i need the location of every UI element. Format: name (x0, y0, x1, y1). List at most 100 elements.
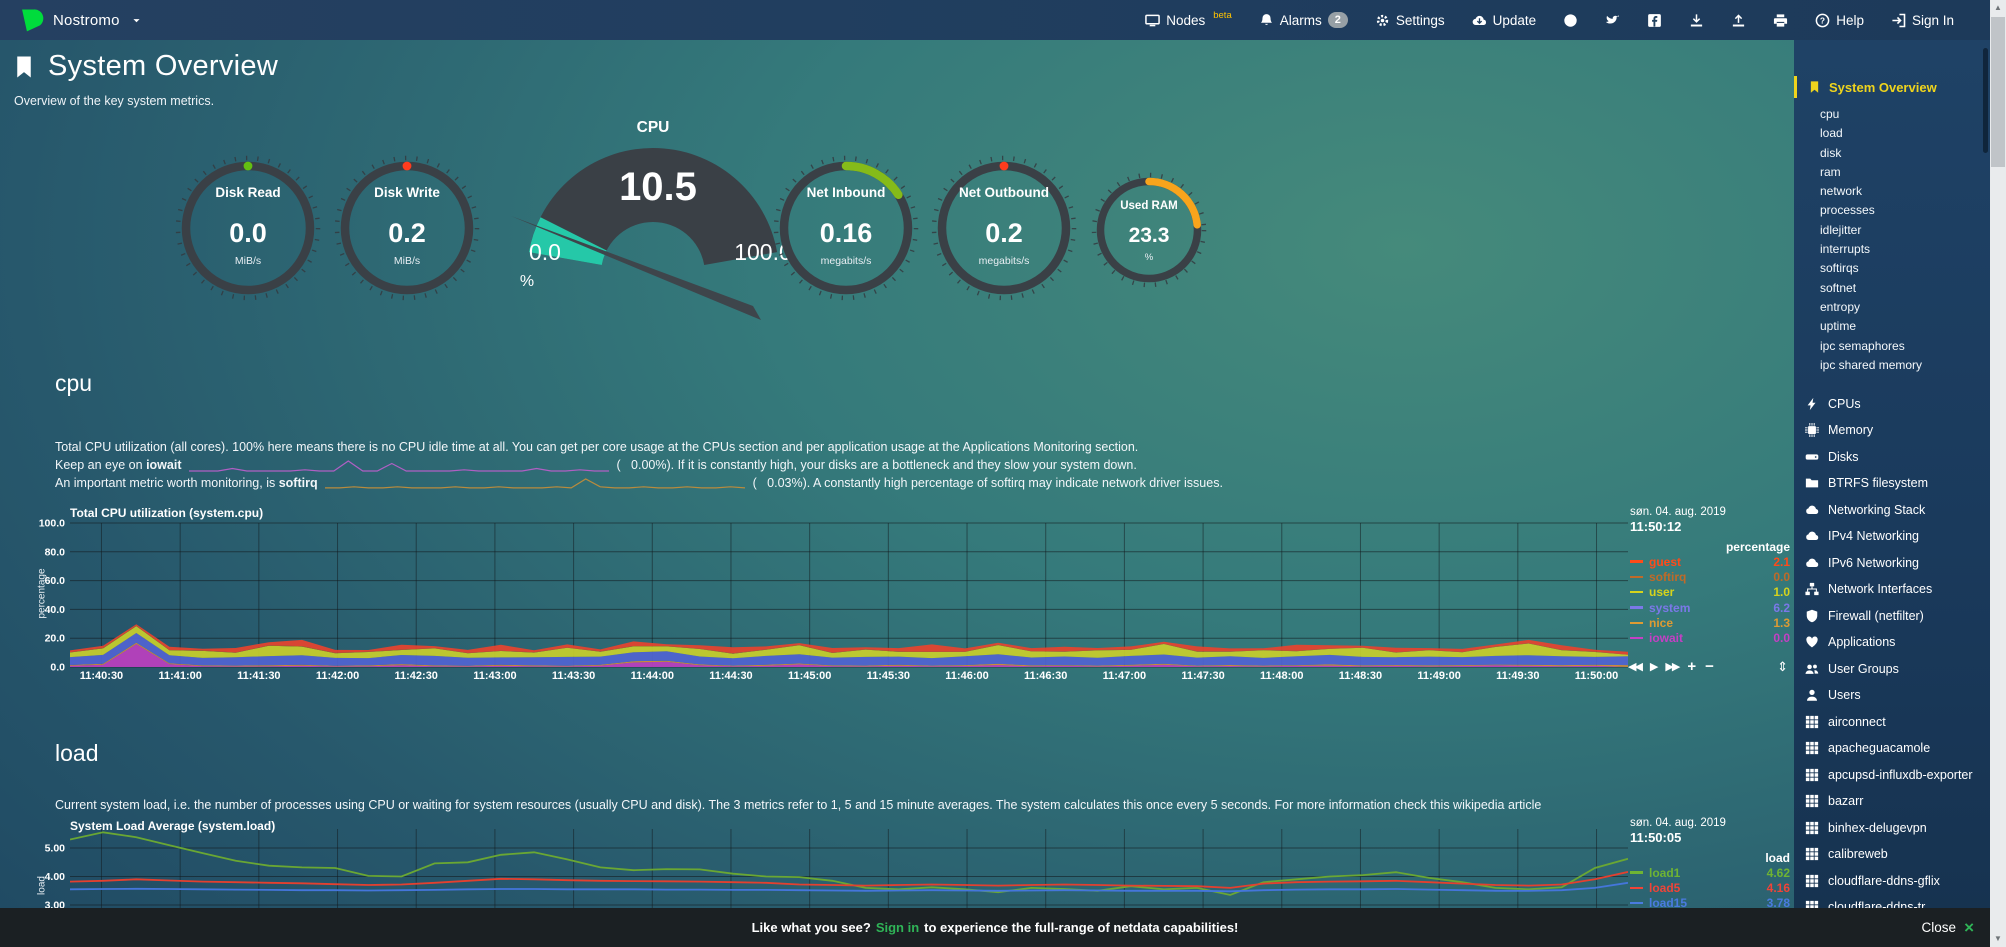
sidebar-section-ipv6-networking[interactable]: IPv6 Networking (1794, 550, 1990, 577)
shield-icon (1805, 609, 1819, 623)
gauge-disk-read[interactable]: Disk Read 0.0 MiB/s (173, 153, 323, 303)
scrollbar-thumb[interactable] (1991, 17, 2005, 167)
zoom-in-button[interactable]: + (1687, 658, 1697, 675)
sidebar-sections: CPUs Memory Disks BTRFS filesystem Networkin… (1794, 391, 1990, 921)
legend-name: guest (1649, 554, 1682, 569)
cpu-chart[interactable]: 100.0 80.0 60.0 40.0 20.0 0.0 11:40:30 11:41:00… (30, 495, 1630, 695)
legend-date: søn. 04. aug. 2019 (1630, 506, 1726, 518)
signin-button[interactable]: Sign In (1891, 13, 1954, 28)
scroll-down-arrow-icon[interactable]: ▼ (1994, 934, 2002, 943)
sidebar-section-binhex-delugevpn[interactable]: binhex-delugevpn (1794, 815, 1990, 842)
nodes-button[interactable]: Nodes beta (1145, 10, 1232, 28)
sidebar-section-apcupsd-influxdb-exporter[interactable]: apcupsd-influxdb-exporter (1794, 762, 1990, 789)
scroll-up-arrow-icon[interactable]: ▲ (1994, 3, 2002, 12)
twitter-button[interactable] (1605, 13, 1620, 28)
legend-item-guest[interactable]: guest 2.1 (1630, 554, 1790, 569)
help-button[interactable]: ? Help (1815, 13, 1864, 28)
legend-value: 2.1 (1773, 554, 1790, 569)
legend-item-load15[interactable]: load15 3.78 (1630, 896, 1790, 911)
zoom-out-button[interactable]: − (1705, 658, 1714, 675)
svg-text:Net Outbound: Net Outbound (959, 185, 1049, 200)
sidebar-item-interrupts[interactable]: interrupts (1820, 242, 1871, 257)
alarms-button[interactable]: Alarms 2 (1259, 12, 1348, 28)
cpu-description-1: Total CPU utilization (all cores). 100% … (55, 440, 1139, 454)
cpu-chart-legend: søn. 04. aug. 2019 11:50:12 percentage gues… (1630, 506, 1790, 646)
import-button[interactable] (1689, 13, 1704, 28)
legend-item-nice[interactable]: nice 1.3 (1630, 615, 1790, 630)
sidebar-item-ipc-shared-memory[interactable]: ipc shared memory (1820, 357, 1923, 372)
sidebar-item-network[interactable]: network (1820, 184, 1863, 199)
close-label: Close (1921, 920, 1957, 935)
sidebar-item-softnet[interactable]: softnet (1820, 280, 1857, 295)
sidebar-section-firewall-netfilter-[interactable]: Firewall (netfilter) (1794, 603, 1990, 630)
sidebar-section-ipv4-networking[interactable]: IPv4 Networking (1794, 524, 1990, 551)
bell-icon (1259, 13, 1274, 28)
sidebar-item-system-overview[interactable]: System Overview (1794, 76, 1990, 98)
text: ( 0.00%). If it is constantly high, your… (616, 458, 1137, 472)
svg-text:0.2: 0.2 (985, 218, 1023, 248)
sidebar-section-networking-stack[interactable]: Networking Stack (1794, 497, 1990, 524)
legend-swatch (1630, 871, 1643, 874)
sidebar-section-cpus[interactable]: CPUs (1794, 391, 1990, 418)
facebook-button[interactable] (1647, 13, 1662, 28)
print-button[interactable] (1773, 13, 1788, 28)
export-button[interactable] (1731, 13, 1746, 28)
github-button[interactable] (1563, 13, 1578, 28)
legend-item-load5[interactable]: load5 4.16 (1630, 880, 1790, 895)
sidebar-item-cpu[interactable]: cpu (1820, 107, 1840, 121)
sidebar-section-network-interfaces[interactable]: Network Interfaces (1794, 577, 1990, 604)
sidebar-section-applications[interactable]: Applications (1794, 630, 1990, 657)
navbar-actions: Nodes beta Alarms 2 Settings Update (1145, 10, 1976, 28)
gauge-used-ram[interactable]: Used RAM 23.3% (1089, 170, 1209, 290)
sidebar-scrollbar-thumb[interactable] (1983, 48, 1988, 153)
sidebar-section-cloudflare-ddns-gflix[interactable]: cloudflare-ddns-gflix (1794, 868, 1990, 895)
sidebar-section-users[interactable]: Users (1794, 683, 1990, 710)
sidebar-item-load[interactable]: load (1820, 126, 1843, 141)
svg-text:Disk Write: Disk Write (374, 185, 440, 200)
sidebar-section-btrfs-filesystem[interactable]: BTRFS filesystem (1794, 471, 1990, 498)
sidebar-item-idlejitter[interactable]: idlejitter (1820, 222, 1862, 237)
grid-icon (1805, 715, 1819, 729)
gauge-disk-write[interactable]: Disk Write 0.2 MiB/s (332, 153, 482, 303)
svg-text:11:46:30: 11:46:30 (1024, 670, 1067, 682)
svg-text:Disk Read: Disk Read (215, 185, 280, 200)
sidebar-section-user-groups[interactable]: User Groups (1794, 656, 1990, 683)
legend-unit-header: percentage (1725, 540, 1790, 554)
banner-signin-link[interactable]: Sign in (875, 920, 920, 935)
sidebar-section-bazarr[interactable]: bazarr (1794, 789, 1990, 816)
legend-item-user[interactable]: user 1.0 (1630, 585, 1790, 600)
sidebar-item-disk[interactable]: disk (1820, 145, 1842, 160)
sidebar-item-uptime[interactable]: uptime (1820, 319, 1857, 334)
gauge-net-inbound[interactable]: Net Inbound 0.16 megabits/s (771, 153, 921, 303)
banner-text: Like what you see? (751, 920, 871, 935)
pan-backward-button[interactable]: ◀◀ (1628, 661, 1643, 673)
sidebar-item-ram[interactable]: ram (1820, 164, 1841, 179)
sidebar-item-ipc-semaphores[interactable]: ipc semaphores (1820, 338, 1905, 353)
sidebar-section-airconnect[interactable]: airconnect (1794, 709, 1990, 736)
svg-text:100.0: 100.0 (39, 518, 65, 530)
legend-item-system[interactable]: system 6.2 (1630, 600, 1790, 615)
legend-item-softirq[interactable]: softirq 0.0 (1630, 569, 1790, 584)
sidebar-section-apacheguacamole[interactable]: apacheguacamole (1794, 736, 1990, 763)
gauge-cpu[interactable]: CPU 10.5 0.0 100.0% (495, 108, 805, 323)
play-button[interactable]: ▶ (1649, 661, 1659, 673)
resize-handle[interactable]: ⇕ (1777, 658, 1788, 674)
pan-forward-button[interactable]: ▶▶ (1665, 661, 1680, 673)
update-button[interactable]: Update (1472, 13, 1536, 28)
grid-icon (1805, 874, 1819, 888)
node-selector[interactable]: Nostromo (18, 7, 142, 33)
sidebar-section-memory[interactable]: Memory (1794, 418, 1990, 445)
sidebar-item-entropy[interactable]: entropy (1820, 299, 1861, 314)
page-scrollbar[interactable]: ▲ ▼ (1990, 0, 2006, 947)
sidebar-item-processes[interactable]: processes (1820, 203, 1875, 218)
sidebar-section-calibreweb[interactable]: calibreweb (1794, 842, 1990, 869)
legend-item-iowait[interactable]: iowait 0.0 (1630, 630, 1790, 645)
sidebar-item-softirqs[interactable]: softirqs (1820, 261, 1859, 276)
gauge-net-outbound[interactable]: Net Outbound 0.2 megabits/s (929, 153, 1079, 303)
banner-text: to experience the full-range of netdata … (924, 920, 1239, 935)
banner-close-button[interactable]: Close × (1922, 918, 1974, 938)
sidebar-section-disks[interactable]: Disks (1794, 444, 1990, 471)
settings-button[interactable]: Settings (1375, 13, 1445, 28)
legend-item-load1[interactable]: load1 4.62 (1630, 865, 1790, 880)
